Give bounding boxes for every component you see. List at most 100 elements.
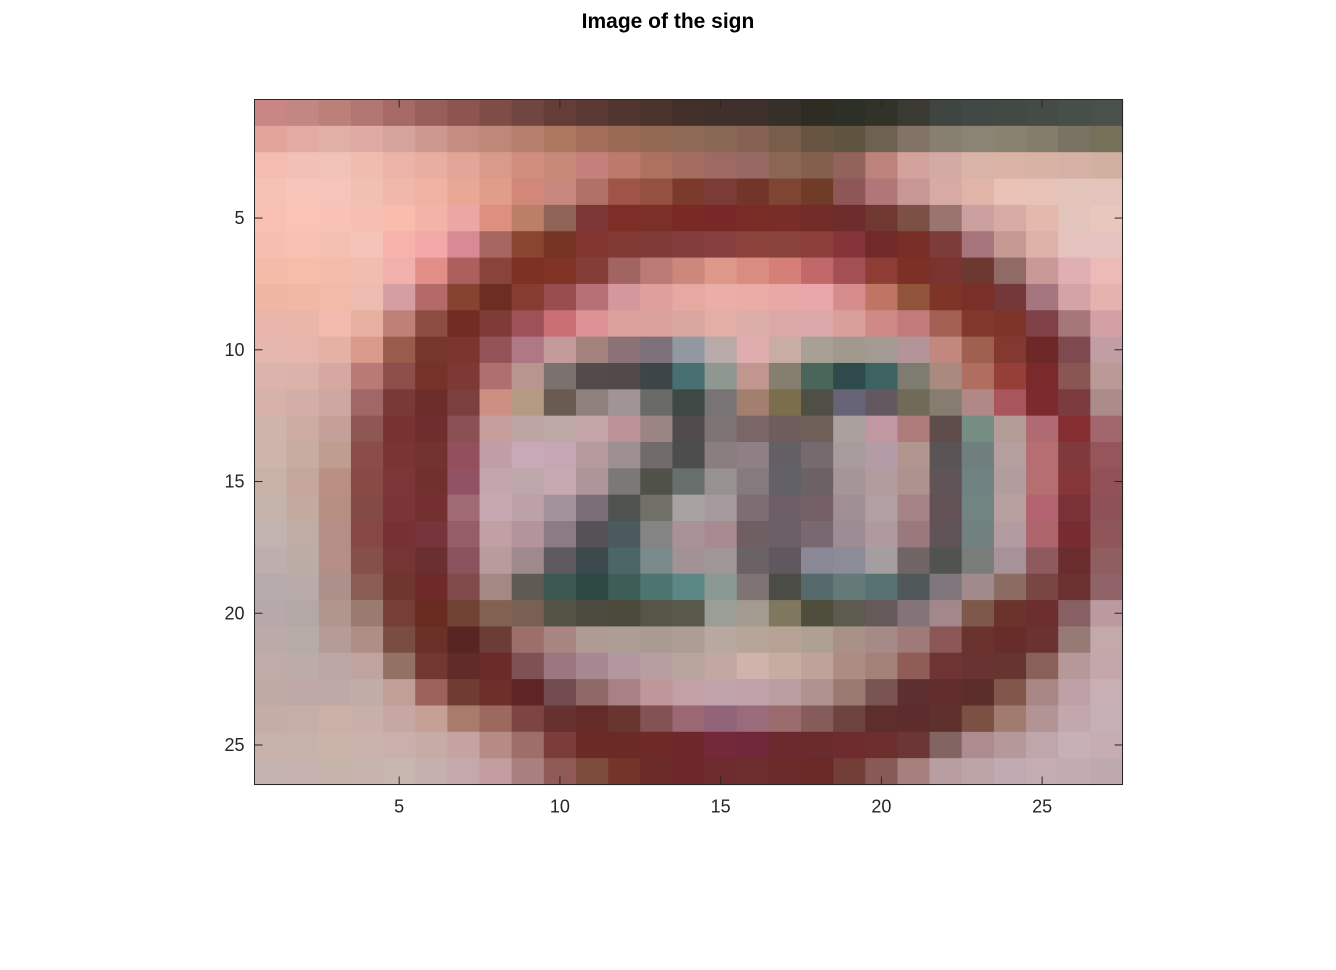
heatmap-cell — [1090, 494, 1124, 522]
heatmap-cell — [575, 415, 609, 443]
heatmap-cell — [511, 600, 545, 628]
heatmap-cell — [254, 626, 288, 654]
heatmap-cell — [350, 178, 384, 206]
heatmap-cell — [383, 652, 416, 680]
heatmap-cell — [961, 758, 995, 786]
heatmap-cell — [640, 547, 674, 575]
heatmap-cell — [1058, 468, 1091, 496]
heatmap-cell — [704, 731, 738, 759]
heatmap-cell — [961, 705, 995, 733]
heatmap-cell — [929, 283, 963, 311]
heatmap-cell — [961, 600, 995, 628]
heatmap-cell — [768, 600, 802, 628]
heatmap-cell — [993, 389, 1027, 417]
heatmap-cell — [897, 362, 931, 390]
heatmap-cell — [961, 626, 995, 654]
heatmap-cell — [1026, 125, 1059, 153]
heatmap-cell — [768, 415, 802, 443]
heatmap-cell — [608, 521, 641, 548]
heatmap-cell — [1026, 362, 1059, 390]
heatmap-cell — [801, 152, 834, 180]
heatmap-cell — [383, 257, 416, 285]
heatmap-cell — [672, 283, 706, 311]
heatmap-cell — [575, 468, 609, 496]
heatmap-cell — [929, 389, 963, 417]
heatmap-cell — [1026, 600, 1059, 628]
heatmap-cell — [415, 152, 448, 180]
heatmap-cell — [736, 310, 770, 338]
heatmap-cell — [1026, 626, 1059, 654]
heatmap-cell — [608, 652, 641, 680]
heatmap-cell — [672, 204, 706, 232]
heatmap-cell — [704, 283, 738, 311]
heatmap-cell — [575, 652, 609, 680]
heatmap-cell — [672, 362, 706, 390]
heatmap-cell — [254, 758, 288, 786]
heatmap-cell — [929, 415, 963, 443]
heatmap-cell — [993, 99, 1027, 127]
heatmap-cell — [993, 125, 1027, 153]
heatmap-cell — [383, 125, 416, 153]
heatmap-cell — [897, 204, 931, 232]
heatmap-cell — [318, 679, 352, 707]
heatmap-cell — [608, 758, 641, 786]
heatmap-cell — [993, 494, 1027, 522]
heatmap-cell — [511, 705, 545, 733]
heatmap-cell — [704, 231, 738, 259]
heatmap-cell — [1058, 231, 1091, 259]
heatmap-cell — [511, 362, 545, 390]
x-tick-label: 25 — [1032, 797, 1052, 817]
heatmap-cell — [897, 257, 931, 285]
y-tick-label: 25 — [224, 735, 244, 755]
heatmap-cell — [1058, 152, 1091, 180]
heatmap-cell — [993, 468, 1027, 496]
heatmap-cell — [865, 125, 899, 153]
heatmap-cell — [929, 547, 963, 575]
heatmap-cell — [318, 573, 352, 601]
heatmap-cell — [768, 758, 802, 786]
heatmap-cell — [768, 125, 802, 153]
heatmap-cell — [897, 415, 931, 443]
heatmap-cell — [511, 731, 545, 759]
heatmap-cell — [768, 442, 802, 469]
heatmap-cell — [865, 310, 899, 338]
heatmap-cell — [1090, 758, 1124, 786]
heatmap-cell — [543, 310, 577, 338]
heatmap-cell — [961, 573, 995, 601]
heatmap-cell — [640, 521, 674, 548]
heatmap-cell — [286, 257, 320, 285]
heatmap-cell — [736, 758, 770, 786]
heatmap-cell — [350, 442, 384, 469]
heatmap-cell — [479, 389, 513, 417]
heatmap-cell — [929, 626, 963, 654]
heatmap-cell — [254, 705, 288, 733]
heatmap-cell — [865, 679, 899, 707]
heatmap-cell — [801, 125, 834, 153]
heatmap-cell — [1090, 152, 1124, 180]
heatmap-cell — [897, 494, 931, 522]
heatmap-cell — [801, 652, 834, 680]
heatmap-cell — [640, 125, 674, 153]
heatmap-cell — [1058, 415, 1091, 443]
heatmap-cell — [801, 362, 834, 390]
heatmap-cell — [608, 389, 641, 417]
heatmap-cell — [286, 547, 320, 575]
heatmap-cell — [254, 310, 288, 338]
heatmap-cell — [640, 415, 674, 443]
heatmap-cell — [961, 521, 995, 548]
heatmap-cell — [833, 257, 866, 285]
heatmap-cell — [608, 468, 641, 496]
heatmap-cell — [833, 362, 866, 390]
heatmap-cell — [383, 731, 416, 759]
heatmap-cell — [286, 626, 320, 654]
heatmap-cell — [640, 257, 674, 285]
heatmap-cell — [768, 679, 802, 707]
heatmap-cell — [383, 600, 416, 628]
heatmap-cell — [1090, 310, 1124, 338]
heatmap-cell — [736, 626, 770, 654]
heatmap-cell — [1026, 310, 1059, 338]
heatmap-cell — [543, 494, 577, 522]
heatmap-cell — [511, 758, 545, 786]
heatmap-cell — [736, 573, 770, 601]
heatmap-cell — [672, 573, 706, 601]
